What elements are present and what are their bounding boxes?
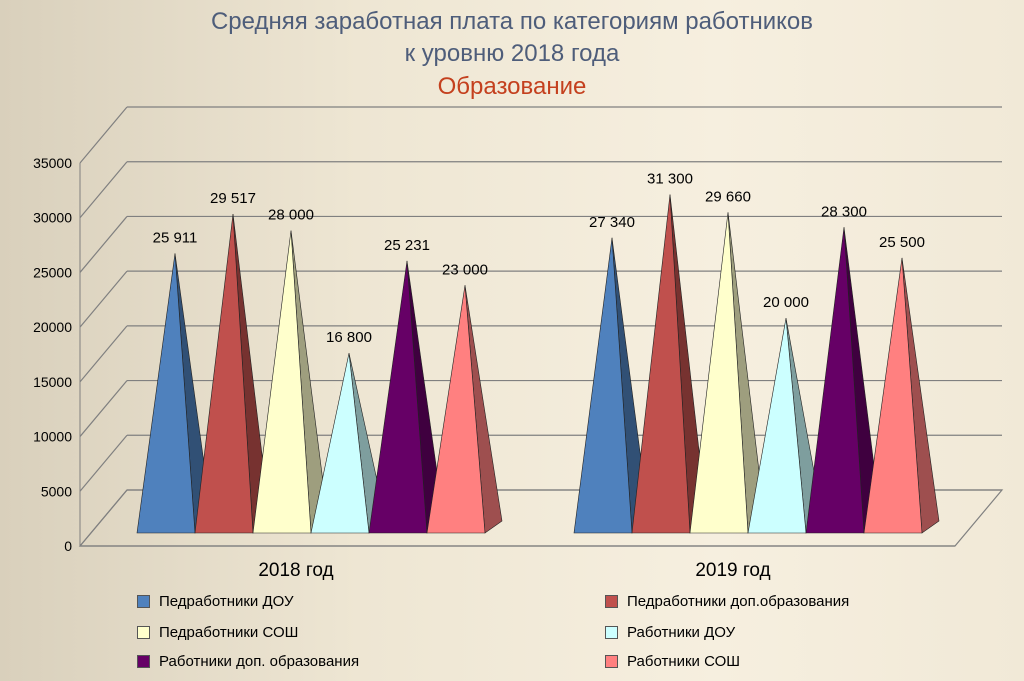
data-label: 31 300 (647, 170, 693, 187)
pyramid-bar (863, 257, 923, 534)
y-tick-label: 20000 (33, 319, 72, 335)
chart-title-line1: Средняя заработная плата по категориям р… (210, 8, 814, 35)
data-label: 28 000 (268, 207, 314, 224)
pyramid-bar (747, 318, 807, 534)
y-tick-label: 5000 (41, 483, 72, 499)
pyramid-bar (310, 353, 370, 534)
gridline-diagonal (79, 270, 128, 328)
data-label: 25 911 (153, 229, 198, 246)
y-tick-label: 0 (64, 538, 72, 554)
data-label: 29 517 (210, 190, 256, 207)
x-category-label: 2019 год (695, 560, 770, 581)
y-tick-label: 10000 (33, 429, 72, 445)
pyramid-bar (805, 227, 865, 534)
pyramid-bar (573, 237, 633, 534)
data-label: 29 660 (705, 188, 751, 205)
chart-subtitle: Образование (437, 73, 587, 100)
y-tick-label: 35000 (33, 155, 72, 171)
pyramid-bar (368, 260, 428, 534)
pyramid-bar (426, 285, 486, 534)
pyramid-bar (136, 253, 196, 534)
data-label: 25 500 (879, 234, 925, 251)
data-label: 16 800 (326, 329, 372, 346)
data-label: 27 340 (589, 214, 635, 231)
y-tick-label: 25000 (33, 264, 72, 280)
gridline-diagonal (79, 161, 128, 219)
gridline-diagonal (79, 216, 128, 273)
pyramid-bar (194, 213, 254, 534)
gridline-diagonal (79, 325, 128, 383)
x-category-label: 2018 год (258, 560, 333, 581)
data-label: 28 300 (821, 203, 867, 220)
pyramid-bar (631, 194, 691, 534)
pyramid-bar (689, 212, 749, 534)
y-tick-label: 30000 (33, 210, 72, 226)
data-label: 25 231 (384, 237, 430, 254)
chart-title-line2: к уровню 2018 года (404, 40, 620, 67)
pyramid-bar (252, 230, 312, 534)
y-tick-label: 15000 (33, 374, 72, 390)
data-label: 20 000 (763, 294, 809, 311)
gridline-diagonal (79, 380, 128, 437)
data-label: 23 000 (442, 261, 488, 278)
gridline-diagonal (79, 434, 128, 492)
gridline-diagonal (79, 106, 128, 164)
